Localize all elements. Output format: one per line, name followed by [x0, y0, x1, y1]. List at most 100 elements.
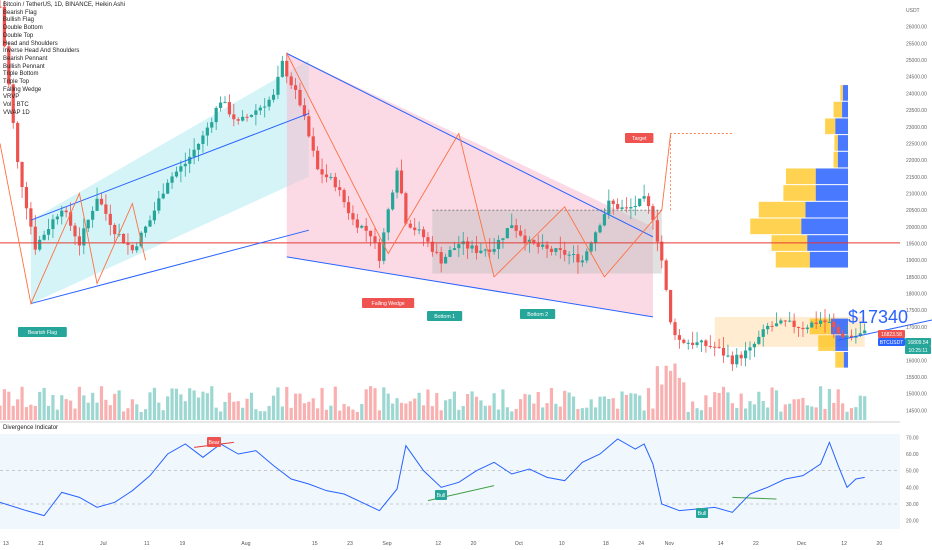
candle — [205, 127, 209, 136]
volume-bar — [161, 410, 165, 420]
volume-bar — [413, 398, 417, 420]
osc-axis-tick: 50.00 — [906, 469, 919, 475]
candle — [792, 320, 796, 328]
time-axis-tick: 11 — [144, 541, 149, 547]
volume-bar — [585, 407, 589, 420]
volume-bar — [117, 390, 121, 420]
volume-bar — [307, 401, 311, 420]
candle — [664, 260, 668, 290]
vrvp-bar-down — [835, 118, 848, 135]
big-price-label: $17340 — [848, 307, 908, 327]
indicator-item[interactable]: Falling Wedge — [3, 86, 42, 93]
volume-bar — [788, 403, 792, 420]
indicator-item[interactable]: Triple Bottom — [3, 71, 39, 78]
indicator-item[interactable]: Double Bottom — [3, 25, 43, 32]
price-axis-tick: 21500.00 — [906, 175, 927, 181]
vrvp-bar-down — [843, 351, 848, 368]
candle — [810, 322, 814, 328]
indicator-item[interactable]: Double Top — [3, 32, 34, 39]
volume-bar — [113, 393, 117, 420]
candle — [721, 347, 726, 356]
candle — [730, 355, 734, 365]
volume-bar — [536, 391, 540, 420]
volume-bar — [364, 389, 368, 420]
volume-bar — [527, 394, 532, 420]
candle — [395, 170, 399, 193]
candle — [849, 335, 854, 338]
candle — [726, 355, 730, 357]
volume-bar — [320, 387, 324, 420]
volume-bar — [832, 402, 836, 420]
volume-bar — [205, 393, 209, 420]
indicator-item[interactable]: Inverse Head And Shoulders — [3, 48, 80, 55]
wedge-upper-line — [286, 52, 654, 238]
candle — [699, 340, 704, 343]
price-axis-tick: 18500.00 — [906, 275, 927, 281]
indicator-item[interactable]: Bearish Flag — [3, 9, 37, 16]
symbol-badge-bg — [878, 338, 905, 346]
volume-bar — [60, 395, 64, 420]
volume-bar — [368, 386, 373, 420]
time-axis-tick: 10 — [559, 541, 565, 547]
candle — [192, 149, 196, 157]
candle — [271, 94, 276, 100]
volume-bar — [157, 402, 161, 420]
indicator-item[interactable]: Bullish Pennant — [3, 63, 45, 70]
indicator-item[interactable]: VRVP — [3, 94, 20, 101]
volume-bar — [796, 399, 801, 420]
vrvp-bar-up — [818, 335, 836, 351]
volume-bar — [355, 411, 359, 420]
last-price-badge-bg — [878, 330, 905, 338]
volume-bar — [620, 391, 624, 420]
volume-bar — [311, 398, 315, 420]
volume-bar — [439, 410, 443, 420]
volume-bar — [130, 399, 134, 420]
indicator-item[interactable]: Bearish Pennant — [3, 55, 48, 62]
vrvp-bar-up — [833, 101, 843, 118]
indicator-item[interactable]: Head and Shoulders — [3, 40, 58, 47]
oscillator-title[interactable]: Divergence Indicator — [3, 425, 59, 431]
indicator-legend: Bitcoin / TetherUS, 1D, BINANCE, Heikin … — [3, 2, 125, 118]
indicator-item[interactable]: Triple Top — [3, 79, 30, 86]
candle — [823, 320, 827, 323]
candle — [249, 114, 254, 117]
vrvp-bar-down — [835, 335, 848, 351]
symbol-title[interactable]: Bitcoin / TetherUS, 1D, BINANCE, Heikin … — [3, 2, 125, 8]
indicator-item[interactable]: Vol · BTC — [3, 102, 29, 109]
price-axis-tick: 18000.00 — [906, 292, 927, 298]
candle — [364, 225, 368, 231]
time-axis-tick: 15 — [312, 541, 318, 547]
volume-bar — [16, 399, 20, 420]
candle — [580, 260, 584, 263]
volume-bar — [293, 393, 298, 420]
indicator-item[interactable]: Bullish Flag — [3, 17, 35, 24]
candle — [360, 225, 364, 228]
candle — [638, 198, 642, 207]
volume-bar — [143, 409, 148, 420]
time-axis-tick: 23 — [347, 541, 353, 547]
time-axis-tick: Sep — [382, 541, 391, 547]
price-axis-tick: 19500.00 — [906, 242, 927, 248]
vrvp-bar-down — [815, 185, 848, 201]
candle — [298, 89, 302, 106]
candle — [863, 330, 867, 334]
indicator-item[interactable]: VWAP 1D — [3, 109, 30, 116]
bear-label-bg — [207, 437, 221, 447]
candle — [814, 322, 818, 324]
volume-bar — [435, 393, 439, 420]
volume-bar — [593, 407, 598, 420]
price-axis-tick: 16000.00 — [906, 358, 927, 364]
volume-bar — [254, 409, 258, 420]
vrvp-bar-down — [842, 101, 848, 118]
vrvp-bar-up — [833, 151, 838, 168]
volume-bar — [170, 388, 174, 420]
volume-bar — [770, 387, 774, 420]
bearish-flag-label: Bearish Flag — [28, 330, 57, 336]
volume-bar — [201, 391, 205, 420]
price-axis-tick: 15000.00 — [906, 392, 927, 398]
candle — [183, 163, 187, 167]
candle — [64, 210, 68, 213]
candle — [541, 244, 545, 247]
time-axis-tick: 12 — [435, 541, 441, 547]
